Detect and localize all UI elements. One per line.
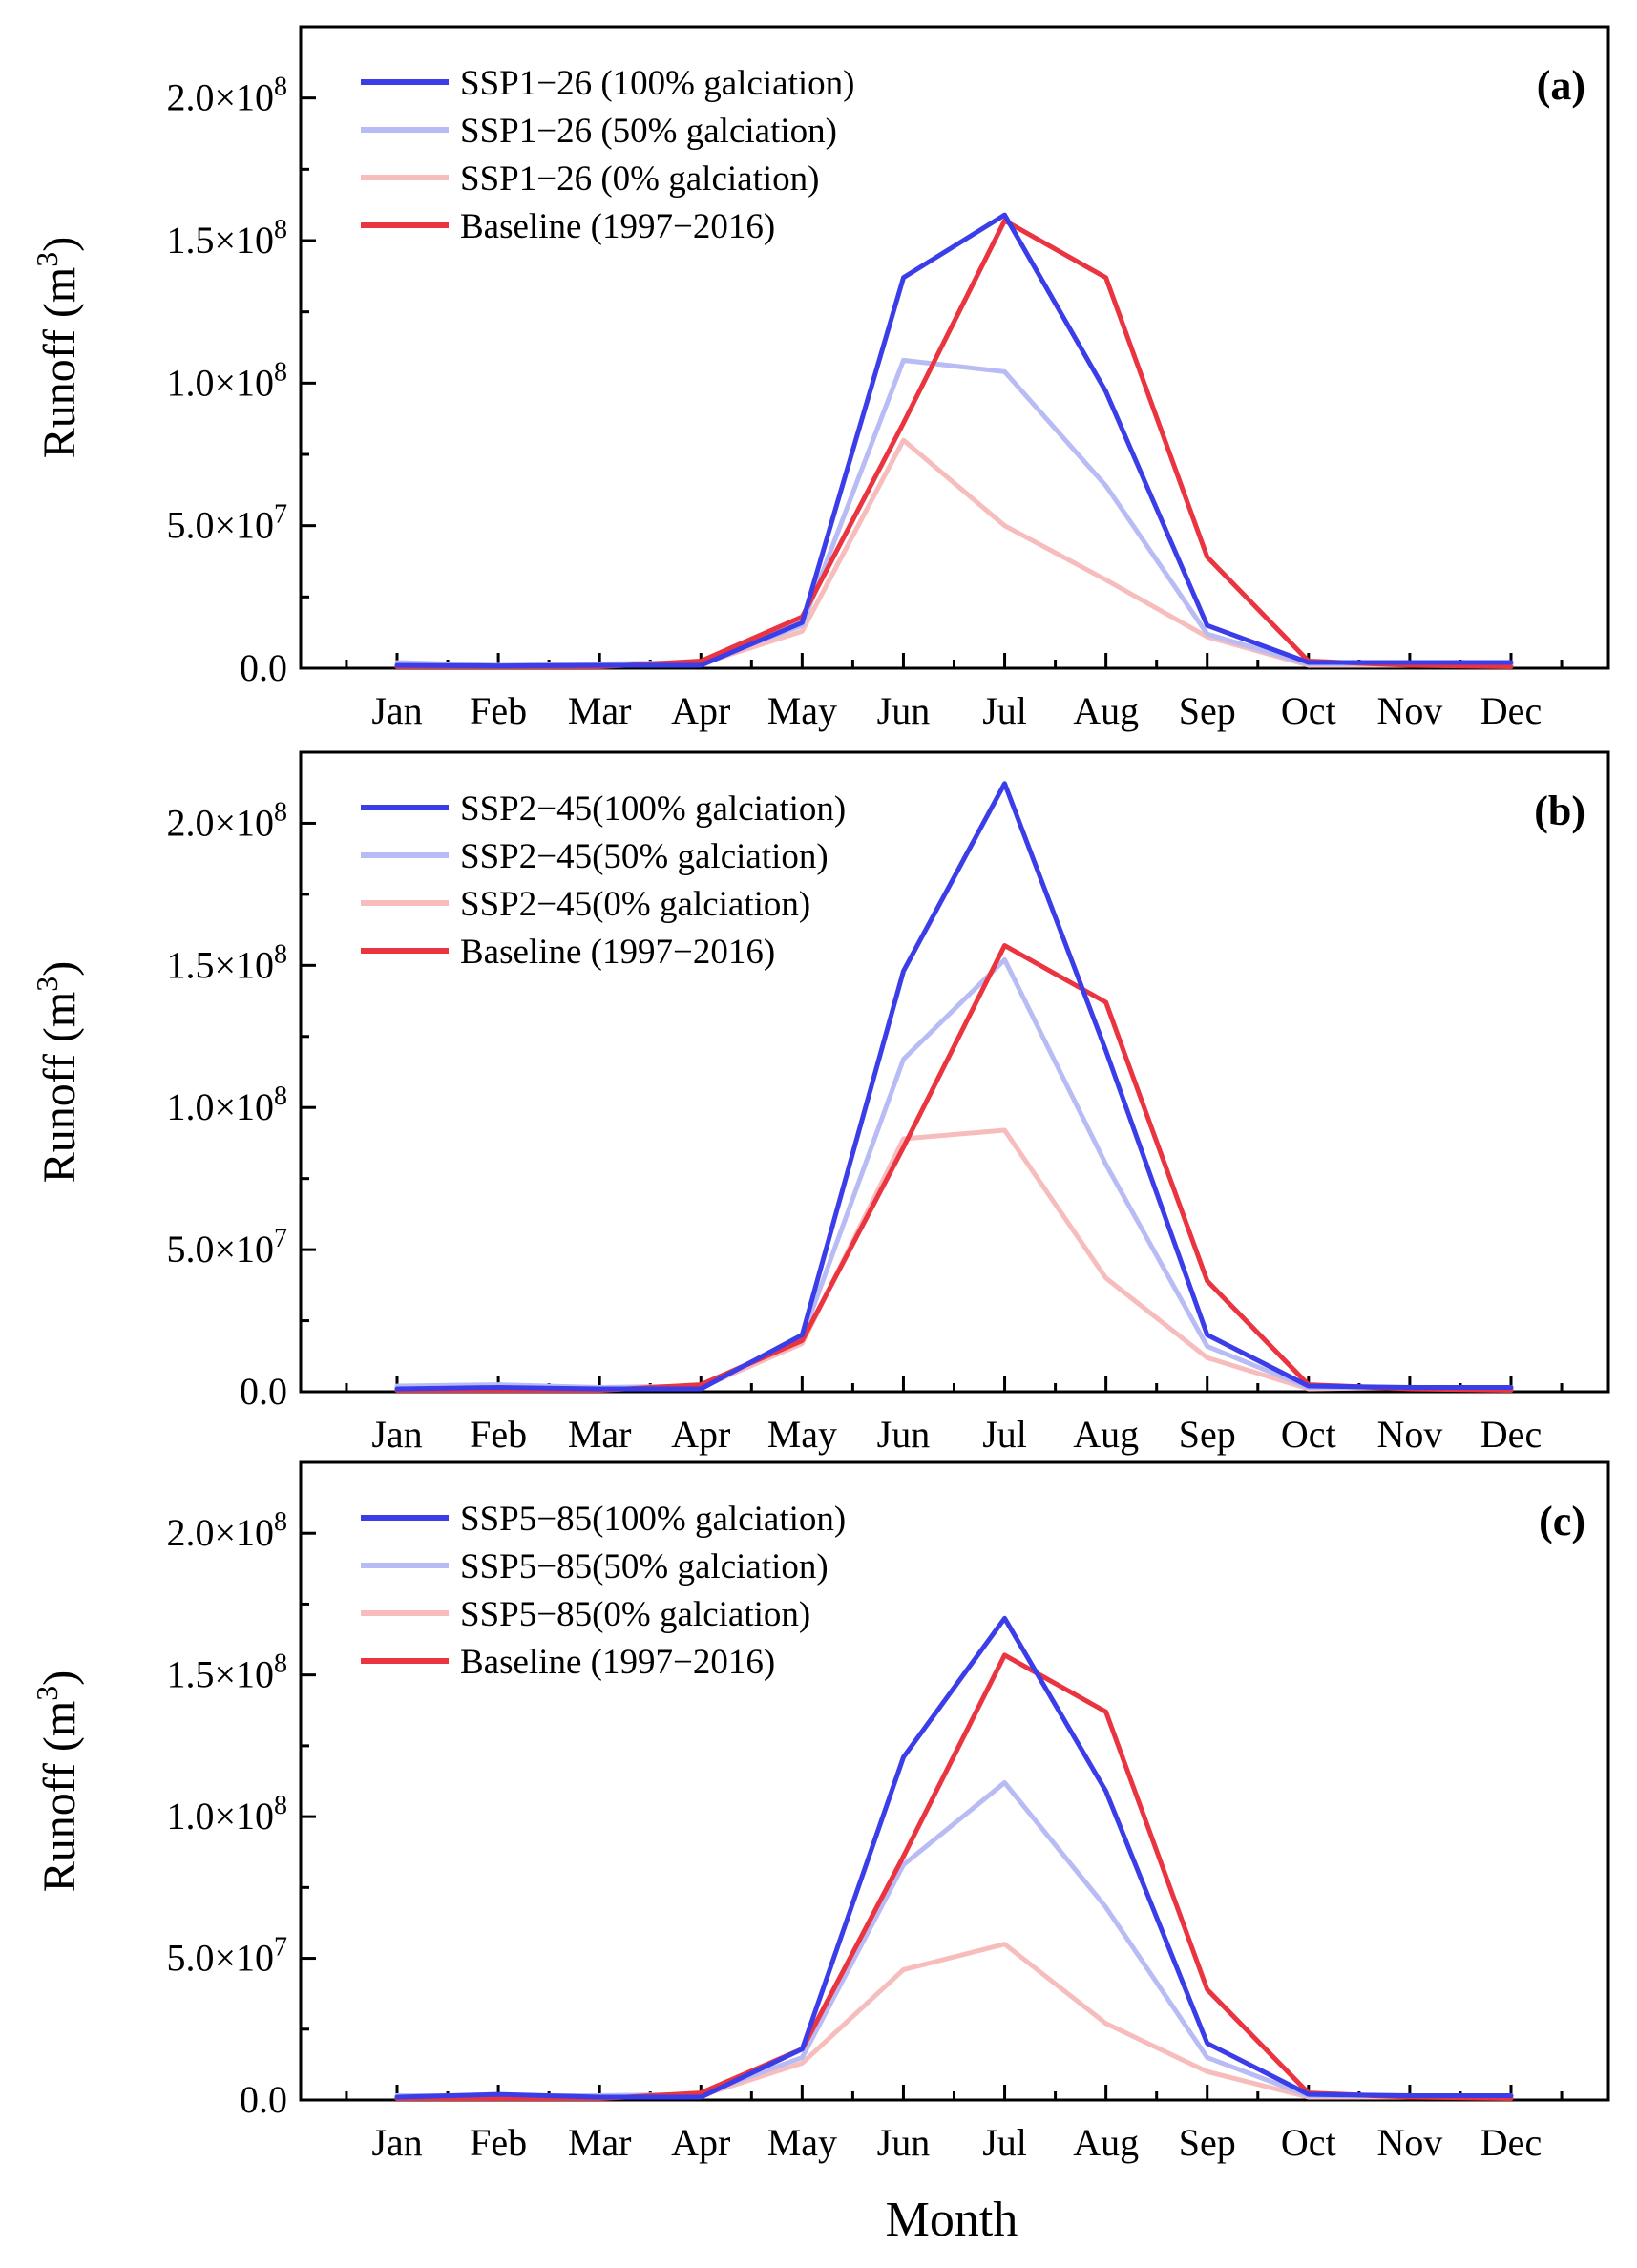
x-tick-label: Oct	[1281, 1413, 1336, 1456]
x-tick-label: Mar	[568, 689, 632, 732]
y-tick-label: 2.0×108	[166, 73, 287, 119]
x-tick-label: May	[767, 2121, 837, 2164]
series-line-ssp-0	[394, 437, 1514, 668]
legend: SSP2−45(100% galciation) SSP2−45(50% galc…	[361, 789, 846, 972]
series-line-baseline	[394, 218, 1514, 669]
y-tick-label: 2.0×108	[166, 797, 287, 844]
y-tick-label: 1.0×108	[166, 1791, 287, 1838]
legend-label: SSP5−85(0% galciation)	[460, 1595, 810, 1634]
series-line-ssp-50	[394, 357, 1514, 668]
x-tick-label: Mar	[568, 2121, 632, 2164]
x-tick-label: Jul	[982, 2121, 1027, 2164]
panel-2: 0.0 5.0×107 1.0×108 1.5×108 2.0×108 Jan Feb Mar…	[30, 750, 1610, 1456]
x-axis-title: Month	[886, 2193, 1018, 2247]
legend-label: SSP2−45(100% galciation)	[460, 789, 846, 829]
y-tick-label: 1.0×108	[166, 1082, 287, 1128]
x-tick-label: Jul	[982, 1413, 1027, 1456]
y-tick-label: 0.0	[240, 1370, 287, 1413]
x-tick-label: Jan	[371, 689, 422, 732]
x-tick-label: Dec	[1480, 2121, 1542, 2164]
y-tick-label: 1.5×108	[166, 939, 287, 986]
legend-label: SSP1−26 (50% galciation)	[460, 112, 837, 151]
y-tick-label: 1.0×108	[166, 357, 287, 404]
y-tick-label: 5.0×107	[166, 500, 287, 547]
series-line-ssp-0	[394, 1127, 1514, 1392]
x-tick-label: Sep	[1179, 1413, 1236, 1456]
x-tick-label: Aug	[1073, 1413, 1139, 1456]
series-line-ssp-50	[394, 956, 1514, 1390]
panel-label: (a)	[1537, 62, 1585, 109]
y-tick-label: 5.0×107	[166, 1933, 287, 1980]
series-line-ssp-100	[394, 1615, 1514, 2100]
legend: SSP5−85(100% galciation) SSP5−85(50% galc…	[361, 1500, 846, 1682]
y-axis-title: Runoff (m3)	[30, 237, 85, 458]
x-tick-label: Apr	[671, 1413, 730, 1456]
x-tick-label: Apr	[671, 2121, 730, 2164]
y-axis-title: Runoff (m3)	[30, 961, 85, 1183]
legend-label: Baseline (1997−2016)	[460, 207, 775, 246]
x-tick-label: Jan	[371, 1413, 422, 1456]
y-tick-label: 1.5×108	[166, 1649, 287, 1696]
legend: SSP1−26 (100% galciation) SSP1−26 (50% ga…	[361, 64, 854, 246]
panel-label: (b)	[1534, 788, 1585, 834]
series-line-ssp-50	[394, 1780, 1514, 2098]
legend-label: Baseline (1997−2016)	[460, 1643, 775, 1682]
panel-1: 0.0 5.0×107 1.0×108 1.5×108 2.0×108 Jan Feb Mar…	[30, 25, 1610, 732]
x-tick-label: Aug	[1073, 2121, 1139, 2164]
x-tick-label: Mar	[568, 1413, 632, 1456]
x-tick-label: Jun	[877, 1413, 931, 1456]
panel-3: 0.0 5.0×107 1.0×108 1.5×108 2.0×108 Jan Feb Mar…	[30, 1460, 1610, 2164]
x-tick-label: Feb	[470, 2121, 527, 2164]
x-tick-label: Jan	[371, 2121, 422, 2164]
x-tick-label: Nov	[1376, 1413, 1442, 1456]
x-tick-label: Dec	[1480, 1413, 1542, 1456]
x-tick-label: Dec	[1480, 689, 1542, 732]
series-line-ssp-100	[394, 212, 1514, 669]
legend-label: SSP1−26 (0% galciation)	[460, 159, 819, 199]
series-line-ssp-100	[394, 781, 1514, 1392]
x-tick-label: Sep	[1179, 689, 1236, 732]
legend-label: SSP2−45(0% galciation)	[460, 885, 810, 924]
series-line-baseline	[394, 1652, 1514, 2101]
y-axis-title: Runoff (m3)	[30, 1670, 85, 1892]
x-tick-label: May	[767, 689, 837, 732]
y-tick-label: 1.5×108	[166, 215, 287, 262]
series-line-ssp-0	[394, 1942, 1514, 2100]
x-tick-label: Nov	[1376, 2121, 1442, 2164]
y-tick-label: 0.0	[240, 646, 287, 689]
legend-label: SSP5−85(100% galciation)	[460, 1500, 846, 1539]
x-tick-label: Jun	[877, 2121, 931, 2164]
x-tick-label: Aug	[1073, 689, 1139, 732]
x-tick-label: Nov	[1376, 689, 1442, 732]
y-tick-label: 5.0×107	[166, 1224, 287, 1270]
legend-label: SSP1−26 (100% galciation)	[460, 64, 854, 103]
x-tick-label: Oct	[1281, 689, 1336, 732]
legend-label: SSP2−45(50% galciation)	[460, 837, 829, 876]
y-tick-label: 0.0	[240, 2078, 287, 2121]
x-tick-label: Jul	[982, 689, 1027, 732]
x-tick-label: Oct	[1281, 2121, 1336, 2164]
x-tick-label: May	[767, 1413, 837, 1456]
x-tick-label: Feb	[470, 689, 527, 732]
panel-label: (c)	[1539, 1498, 1585, 1544]
x-tick-label: Apr	[671, 689, 730, 732]
x-tick-label: Feb	[470, 1413, 527, 1456]
x-tick-label: Jun	[877, 689, 931, 732]
legend-label: SSP5−85(50% galciation)	[460, 1547, 829, 1586]
x-tick-label: Sep	[1179, 2121, 1236, 2164]
legend-label: Baseline (1997−2016)	[460, 933, 775, 972]
y-tick-label: 2.0×108	[166, 1507, 287, 1554]
